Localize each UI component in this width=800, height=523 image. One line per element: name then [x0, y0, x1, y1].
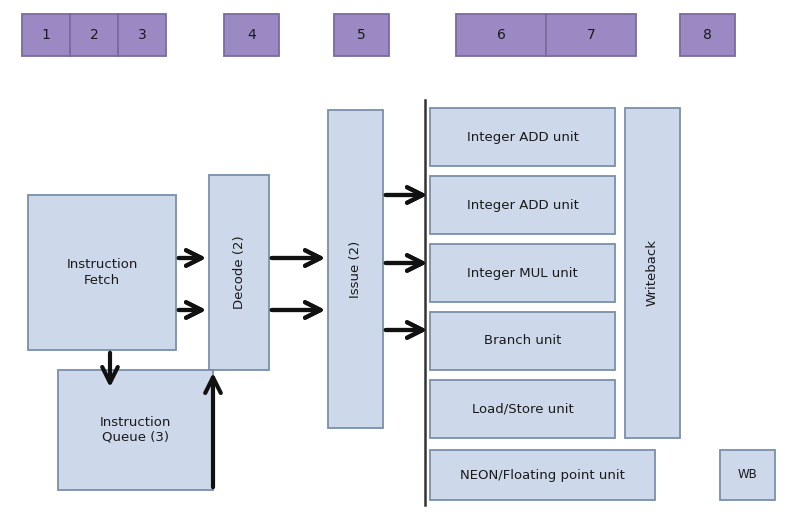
Bar: [209, 175, 269, 370]
Bar: [118, 14, 166, 56]
Text: Integer ADD unit: Integer ADD unit: [466, 131, 578, 143]
Bar: [680, 14, 735, 56]
Bar: [430, 380, 615, 438]
Text: 8: 8: [703, 28, 712, 42]
Text: Instruction
Queue (3): Instruction Queue (3): [100, 416, 171, 444]
Bar: [334, 14, 389, 56]
Bar: [328, 110, 383, 428]
Bar: [28, 195, 176, 350]
Text: Issue (2): Issue (2): [349, 241, 362, 298]
Bar: [430, 312, 615, 370]
Bar: [546, 14, 636, 56]
Text: WB: WB: [738, 469, 758, 482]
Text: NEON/Floating point unit: NEON/Floating point unit: [460, 469, 625, 482]
Text: 2: 2: [90, 28, 98, 42]
Bar: [22, 14, 70, 56]
Text: 4: 4: [247, 28, 256, 42]
Bar: [70, 14, 118, 56]
Text: Writeback: Writeback: [646, 240, 659, 306]
Text: Load/Store unit: Load/Store unit: [472, 403, 574, 415]
Bar: [720, 450, 775, 500]
Text: Integer MUL unit: Integer MUL unit: [467, 267, 578, 279]
Bar: [625, 108, 680, 438]
Text: Decode (2): Decode (2): [233, 236, 246, 309]
Text: 3: 3: [138, 28, 146, 42]
Bar: [58, 370, 213, 490]
Bar: [430, 450, 655, 500]
Text: Integer ADD unit: Integer ADD unit: [466, 199, 578, 211]
Text: 5: 5: [357, 28, 366, 42]
Bar: [430, 244, 615, 302]
Text: Branch unit: Branch unit: [484, 335, 561, 347]
Bar: [456, 14, 546, 56]
Bar: [224, 14, 279, 56]
Bar: [430, 176, 615, 234]
Text: 1: 1: [42, 28, 50, 42]
Bar: [430, 108, 615, 166]
Text: 7: 7: [586, 28, 595, 42]
Text: 6: 6: [497, 28, 506, 42]
Text: Instruction
Fetch: Instruction Fetch: [66, 258, 138, 287]
